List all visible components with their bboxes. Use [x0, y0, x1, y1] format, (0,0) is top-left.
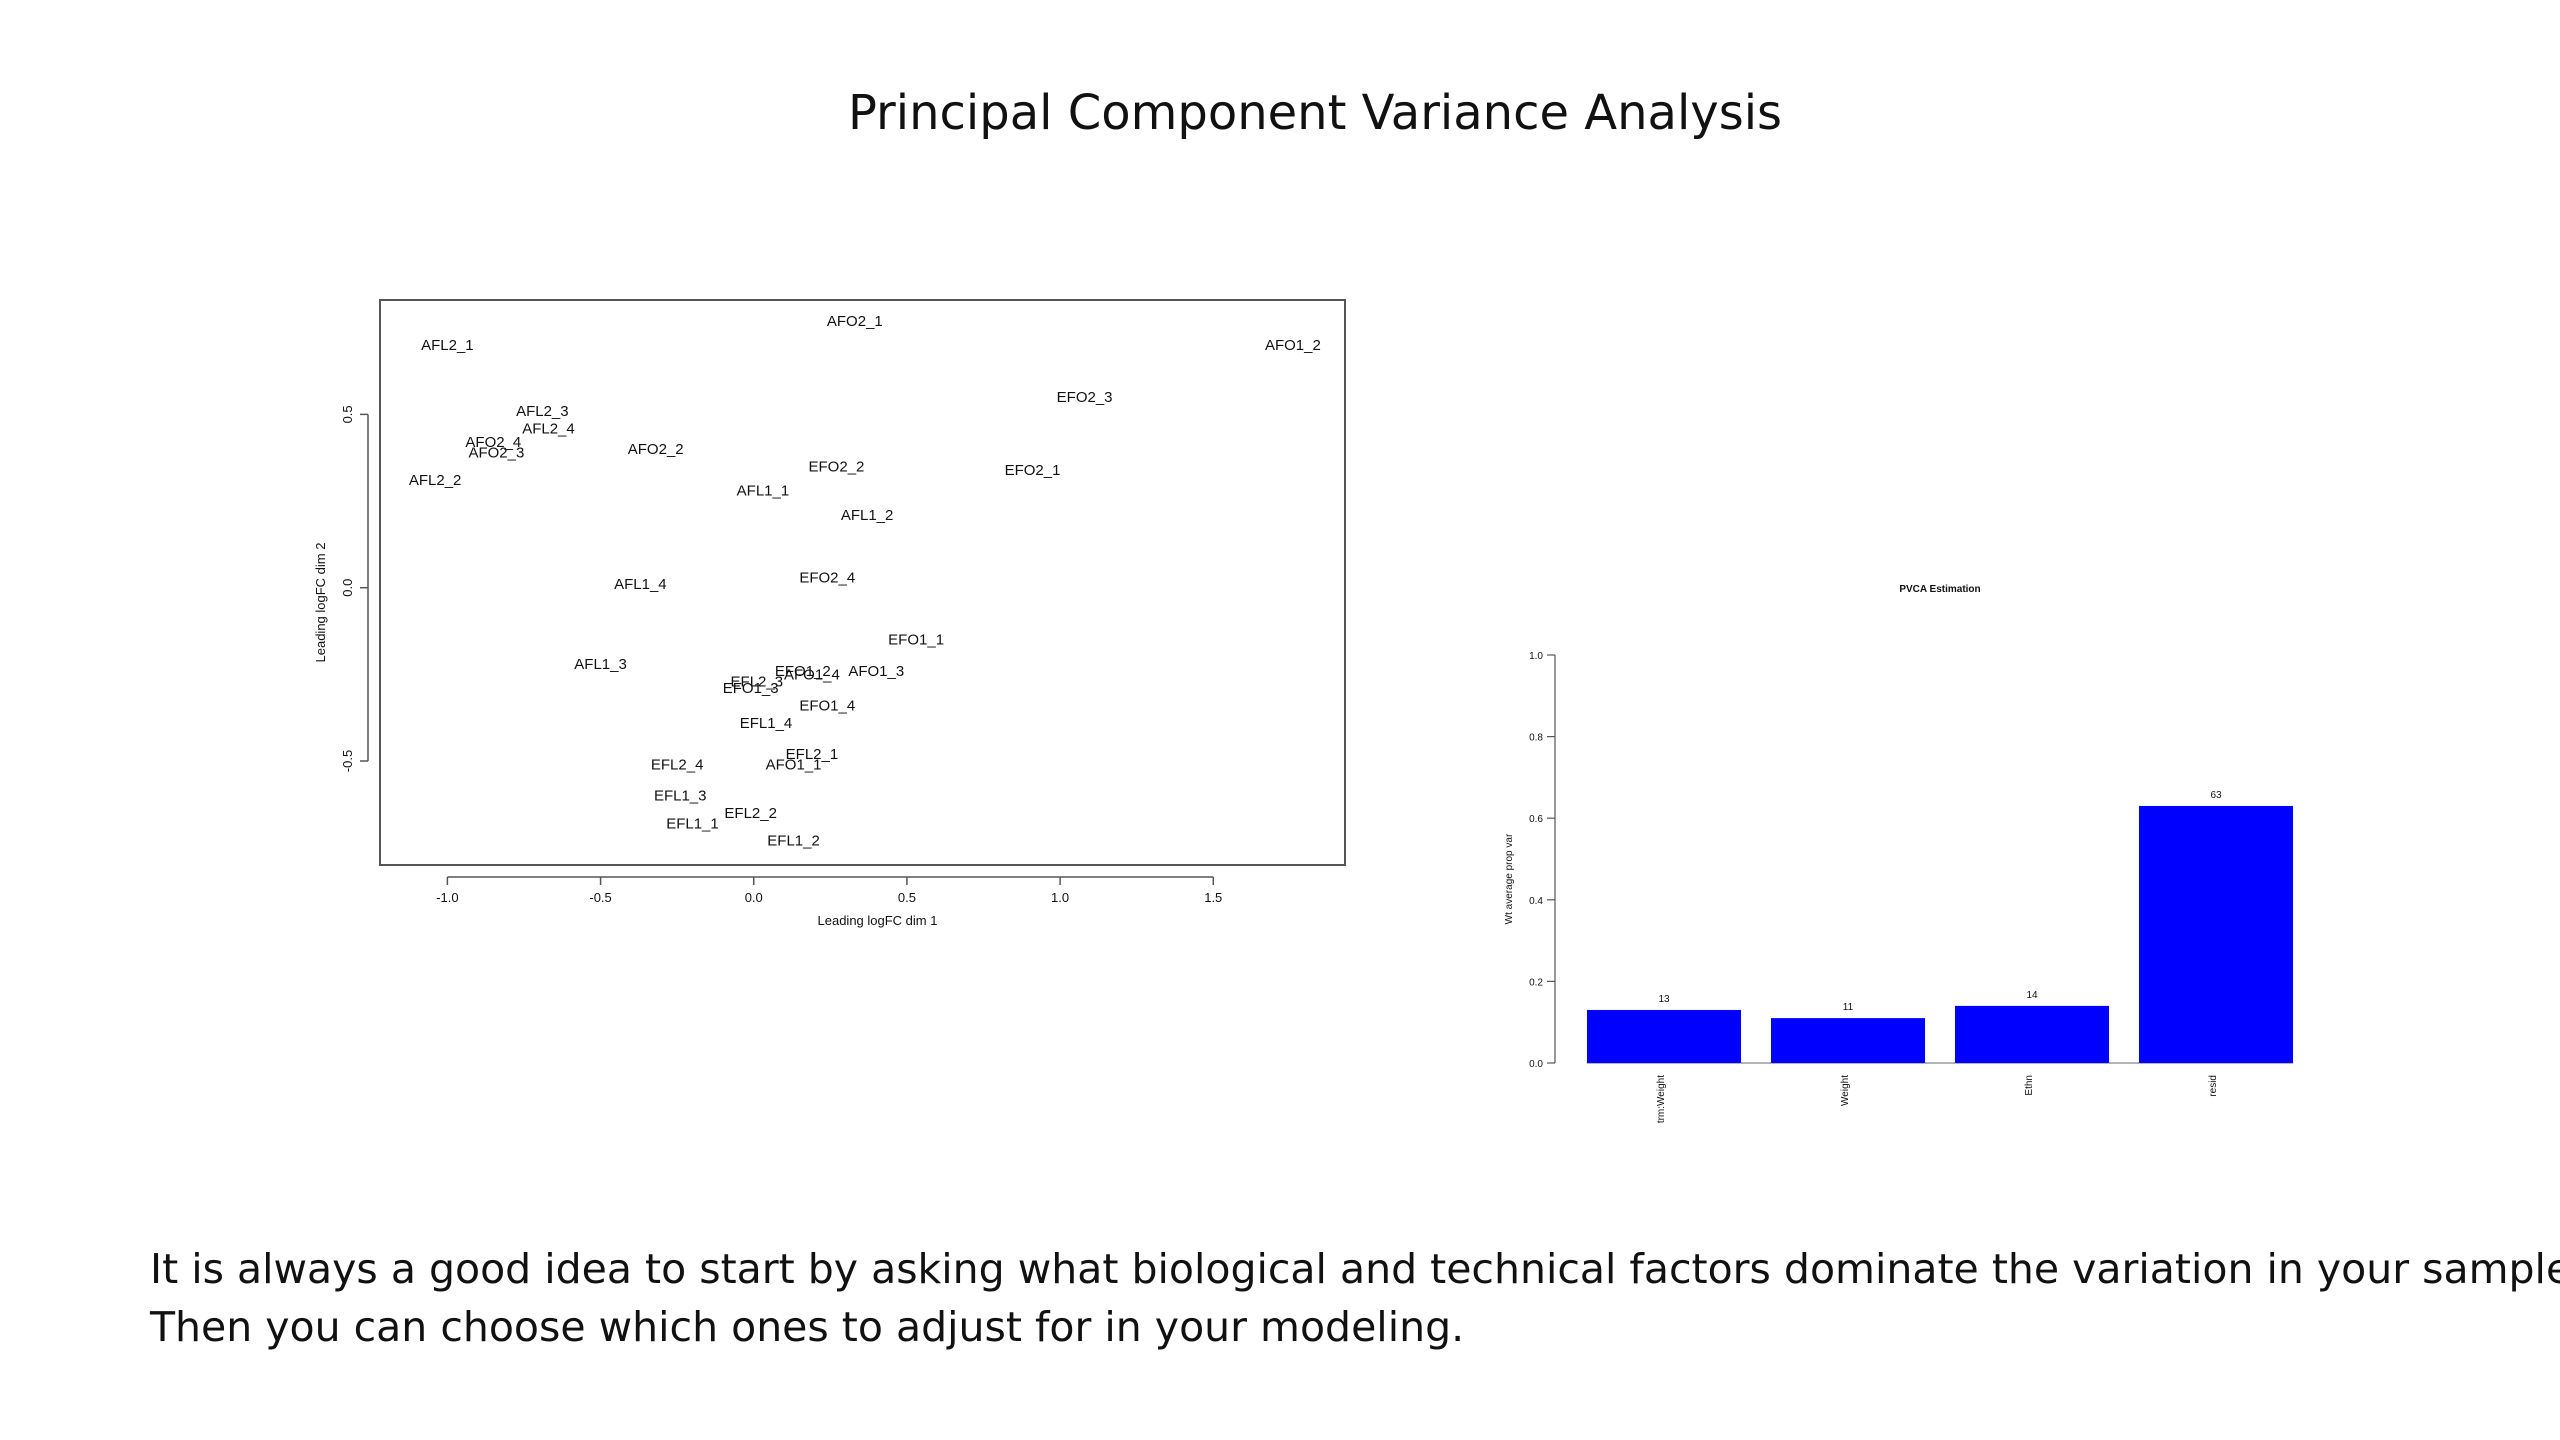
pvca-category-label: Weight [1840, 1075, 1851, 1106]
pvca-category-label: resid [2208, 1075, 2219, 1097]
mds-point-label: AFO2_2 [628, 441, 684, 458]
slide-body-text: It is always a good idea to start by ask… [150, 1240, 2560, 1356]
mds-y-tick-label: -0.5 [340, 750, 355, 772]
mds-x-axis-title: Leading logFC dim 1 [818, 913, 938, 928]
mds-x-tick-label: 0.0 [745, 890, 763, 905]
mds-point-label: EFL2_2 [724, 805, 777, 822]
mds-point-label: AFL1_2 [841, 507, 894, 524]
mds-x-tick-label: 1.0 [1051, 890, 1069, 905]
pvca-bar [1955, 1005, 2109, 1063]
mds-y-axis-title: Leading logFC dim 2 [313, 543, 328, 663]
pvca-bar-chart: PVCA Estimation 0.0 0.2 0.4 0.6 0.8 1.0 Wt aver… [1504, 584, 2293, 1123]
mds-point-label: AFL2_1 [421, 337, 474, 354]
mds-point-label: AFO2_1 [827, 313, 883, 330]
pvca-bar [1587, 1009, 1741, 1063]
mds-scatter-plot: -1.0 -0.5 0.0 0.5 1.0 1.5 Leading logFC dim 1 -… [313, 299, 1346, 928]
pvca-bar-value-label: 13 [1658, 994, 1670, 1005]
mds-point-label: EFL1_3 [654, 788, 707, 805]
slide-title: Principal Component Variance Analysis [847, 85, 1783, 141]
pvca-bar-value-label: 11 [1843, 1002, 1854, 1013]
mds-point-label: AFO1_4 [784, 666, 840, 683]
mds-point-label: EFO1_4 [799, 698, 855, 715]
mds-point-label: AFL1_1 [737, 483, 790, 500]
pvca-y-tick-label: 0.4 [1529, 896, 1543, 907]
pvca-bar-value-label: 63 [2210, 790, 2222, 801]
pvca-category-label: trm:Weight [1656, 1075, 1667, 1123]
mds-point-label: EFL2_4 [651, 756, 704, 773]
mds-point-label: AFO2_3 [468, 445, 524, 462]
mds-point-label: EFO2_3 [1057, 389, 1113, 406]
mds-point-label: AFL2_4 [522, 420, 575, 437]
mds-point-label: AFO2_4 [465, 434, 521, 451]
mds-point-label: AFO1_2 [1265, 337, 1321, 354]
mds-point-label: AFL1_3 [574, 656, 627, 673]
pvca-y-tick-label: 0.2 [1529, 977, 1543, 988]
mds-point-label: EFO1_1 [888, 632, 944, 649]
mds-point-label: EFO2_4 [799, 569, 855, 586]
mds-point-label: AFO1_1 [766, 756, 822, 773]
mds-point-label: EFL2_3 [731, 673, 784, 690]
pvca-y-tick-label: 0.6 [1529, 814, 1543, 825]
pvca-category-label: Ethn [2024, 1075, 2035, 1096]
mds-point-label: AFO1_3 [848, 663, 904, 680]
mds-x-tick-label: 1.5 [1204, 890, 1222, 905]
mds-y-tick-label: 0.5 [340, 405, 355, 423]
pvca-title: PVCA Estimation [1899, 584, 1980, 595]
mds-x-tick-label: -1.0 [436, 890, 458, 905]
mds-point-label: EFL1_2 [767, 833, 820, 850]
body-line-1: It is always a good idea to start by ask… [150, 1245, 2560, 1293]
mds-point-label: AFL1_4 [614, 576, 667, 593]
mds-plot-frame [379, 299, 1346, 866]
mds-y-tick-label: 0.0 [340, 579, 355, 597]
pvca-bar-value-label: 14 [2026, 990, 2038, 1001]
mds-point-label: AFL2_2 [409, 472, 462, 489]
pvca-y-tick-label: 1.0 [1529, 651, 1543, 662]
mds-point-label: EFL1_4 [740, 715, 793, 732]
pvca-y-axis-title: Wt average prop var [1504, 833, 1515, 924]
pvca-bar [2139, 805, 2293, 1063]
pvca-bar [1771, 1018, 1925, 1063]
mds-x-tick-label: -0.5 [589, 890, 611, 905]
mds-point-label: AFL2_3 [516, 403, 569, 420]
pvca-y-tick-label: 0.8 [1529, 733, 1543, 744]
mds-point-label: EFO2_2 [809, 458, 865, 475]
mds-point-label: EFO2_1 [1005, 462, 1061, 479]
mds-x-tick-label: 0.5 [898, 890, 916, 905]
body-line-2: Then you can choose which ones to adjust… [150, 1303, 1465, 1351]
mds-point-label: EFO1_2 [775, 663, 831, 680]
mds-point-label: EFL2_1 [786, 746, 839, 763]
mds-point-label: EFO1_3 [723, 680, 779, 697]
pvca-y-tick-label: 0.0 [1529, 1059, 1543, 1070]
mds-point-label: EFL1_1 [666, 815, 719, 832]
